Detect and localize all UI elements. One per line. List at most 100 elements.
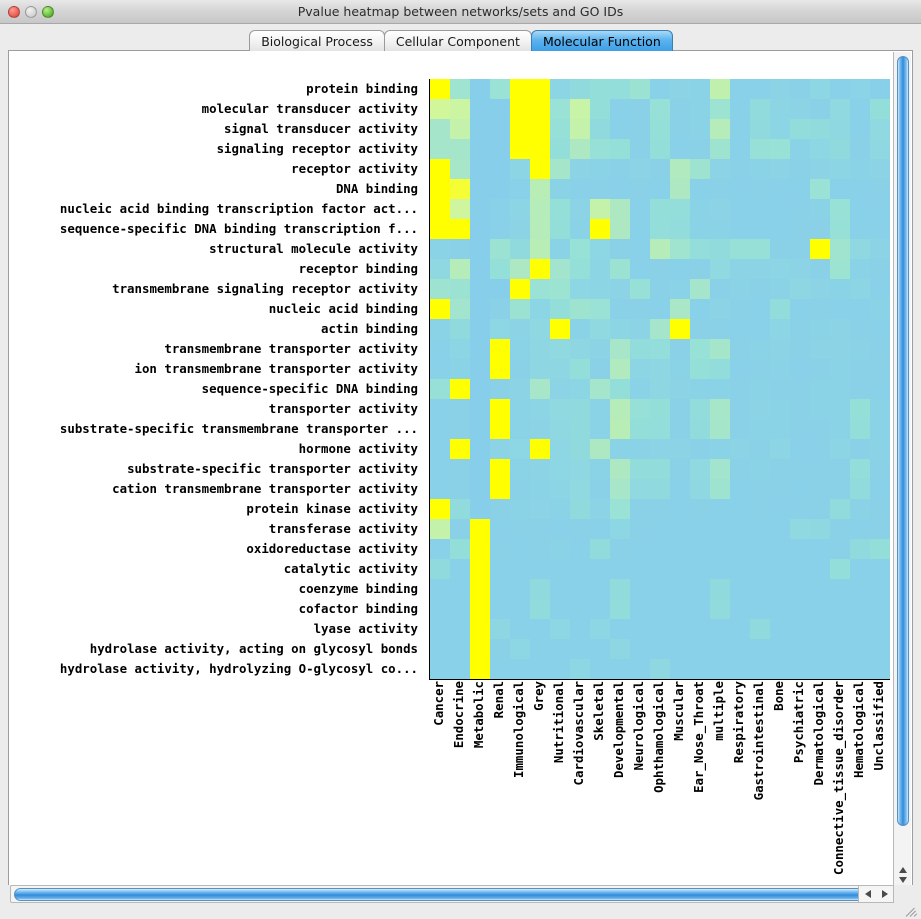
heatmap-cell[interactable] bbox=[610, 119, 630, 139]
heatmap-cell[interactable] bbox=[610, 559, 630, 579]
heatmap-cell[interactable] bbox=[510, 259, 530, 279]
heatmap-cell[interactable] bbox=[510, 199, 530, 219]
heatmap-cell[interactable] bbox=[450, 239, 470, 259]
heatmap-cell[interactable] bbox=[810, 519, 830, 539]
heatmap-cell[interactable] bbox=[770, 519, 790, 539]
heatmap-cell[interactable] bbox=[670, 559, 690, 579]
heatmap-cell[interactable] bbox=[670, 339, 690, 359]
heatmap-cell[interactable] bbox=[590, 539, 610, 559]
heatmap-cell[interactable] bbox=[870, 479, 890, 499]
heatmap-cell[interactable] bbox=[610, 399, 630, 419]
heatmap-cell[interactable] bbox=[470, 419, 490, 439]
heatmap-cell[interactable] bbox=[830, 99, 850, 119]
heatmap-cell[interactable] bbox=[450, 359, 470, 379]
heatmap-cell[interactable] bbox=[470, 239, 490, 259]
heatmap-cell[interactable] bbox=[430, 439, 450, 459]
heatmap-cell[interactable] bbox=[550, 339, 570, 359]
heatmap-cell[interactable] bbox=[470, 259, 490, 279]
heatmap-cell[interactable] bbox=[530, 659, 550, 679]
heatmap-cell[interactable] bbox=[810, 159, 830, 179]
heatmap-cell[interactable] bbox=[870, 459, 890, 479]
heatmap-cell[interactable] bbox=[850, 659, 870, 679]
heatmap-cell[interactable] bbox=[670, 519, 690, 539]
heatmap-cell[interactable] bbox=[490, 399, 510, 419]
heatmap-cell[interactable] bbox=[470, 539, 490, 559]
heatmap-cell[interactable] bbox=[790, 359, 810, 379]
heatmap-cell[interactable] bbox=[590, 199, 610, 219]
heatmap-cell[interactable] bbox=[730, 439, 750, 459]
heatmap-cell[interactable] bbox=[750, 339, 770, 359]
heatmap-cell[interactable] bbox=[570, 359, 590, 379]
heatmap-cell[interactable] bbox=[450, 219, 470, 239]
heatmap-cell[interactable] bbox=[490, 499, 510, 519]
heatmap-cell[interactable] bbox=[550, 159, 570, 179]
heatmap-cell[interactable] bbox=[670, 379, 690, 399]
heatmap-cell[interactable] bbox=[770, 539, 790, 559]
heatmap-cell[interactable] bbox=[650, 179, 670, 199]
heatmap-cell[interactable] bbox=[630, 259, 650, 279]
heatmap-cell[interactable] bbox=[670, 639, 690, 659]
heatmap-cell[interactable] bbox=[490, 479, 510, 499]
heatmap-cell[interactable] bbox=[730, 419, 750, 439]
heatmap-cell[interactable] bbox=[450, 339, 470, 359]
heatmap-cell[interactable] bbox=[750, 299, 770, 319]
heatmap-cell[interactable] bbox=[810, 279, 830, 299]
heatmap-cell[interactable] bbox=[850, 279, 870, 299]
heatmap-cell[interactable] bbox=[590, 119, 610, 139]
heatmap-cell[interactable] bbox=[730, 459, 750, 479]
heatmap-cell[interactable] bbox=[650, 419, 670, 439]
heatmap-cell[interactable] bbox=[770, 379, 790, 399]
heatmap-cell[interactable] bbox=[590, 319, 610, 339]
horizontal-scrollbar-thumb[interactable] bbox=[14, 888, 866, 901]
heatmap-cell[interactable] bbox=[450, 459, 470, 479]
heatmap-cell[interactable] bbox=[830, 299, 850, 319]
heatmap-cell[interactable] bbox=[510, 99, 530, 119]
heatmap-cell[interactable] bbox=[870, 199, 890, 219]
horizontal-scrollbar-track[interactable] bbox=[10, 885, 870, 903]
heatmap-cell[interactable] bbox=[590, 439, 610, 459]
heatmap-cell[interactable] bbox=[650, 139, 670, 159]
heatmap-cell[interactable] bbox=[670, 179, 690, 199]
heatmap-cell[interactable] bbox=[450, 259, 470, 279]
heatmap-cell[interactable] bbox=[490, 639, 510, 659]
heatmap-cell[interactable] bbox=[790, 199, 810, 219]
heatmap-cell[interactable] bbox=[590, 359, 610, 379]
heatmap-cell[interactable] bbox=[810, 479, 830, 499]
heatmap-cell[interactable] bbox=[710, 259, 730, 279]
heatmap-cell[interactable] bbox=[710, 639, 730, 659]
heatmap-cell[interactable] bbox=[810, 179, 830, 199]
heatmap-cell[interactable] bbox=[630, 179, 650, 199]
heatmap-cell[interactable] bbox=[790, 639, 810, 659]
heatmap-cell[interactable] bbox=[730, 279, 750, 299]
heatmap-cell[interactable] bbox=[850, 539, 870, 559]
heatmap-cell[interactable] bbox=[850, 139, 870, 159]
heatmap-cell[interactable] bbox=[490, 99, 510, 119]
heatmap-cell[interactable] bbox=[470, 659, 490, 679]
heatmap-cell[interactable] bbox=[750, 119, 770, 139]
heatmap-cell[interactable] bbox=[490, 139, 510, 159]
heatmap-cell[interactable] bbox=[570, 259, 590, 279]
heatmap-cell[interactable] bbox=[650, 159, 670, 179]
heatmap-cell[interactable] bbox=[810, 539, 830, 559]
heatmap-cell[interactable] bbox=[550, 199, 570, 219]
heatmap-cell[interactable] bbox=[830, 359, 850, 379]
heatmap-cell[interactable] bbox=[430, 259, 450, 279]
heatmap-cell[interactable] bbox=[450, 379, 470, 399]
heatmap-cell[interactable] bbox=[810, 319, 830, 339]
heatmap-cell[interactable] bbox=[470, 219, 490, 239]
heatmap-cell[interactable] bbox=[490, 339, 510, 359]
heatmap-cell[interactable] bbox=[590, 139, 610, 159]
heatmap-cell[interactable] bbox=[730, 79, 750, 99]
heatmap-cell[interactable] bbox=[690, 419, 710, 439]
heatmap-cell[interactable] bbox=[850, 159, 870, 179]
heatmap-cell[interactable] bbox=[510, 279, 530, 299]
heatmap-cell[interactable] bbox=[850, 439, 870, 459]
heatmap-cell[interactable] bbox=[690, 319, 710, 339]
heatmap-cell[interactable] bbox=[650, 439, 670, 459]
heatmap-cell[interactable] bbox=[730, 399, 750, 419]
heatmap-cell[interactable] bbox=[830, 419, 850, 439]
heatmap-cell[interactable] bbox=[530, 339, 550, 359]
heatmap-cell[interactable] bbox=[850, 119, 870, 139]
heatmap-cell[interactable] bbox=[770, 319, 790, 339]
heatmap-cell[interactable] bbox=[730, 139, 750, 159]
